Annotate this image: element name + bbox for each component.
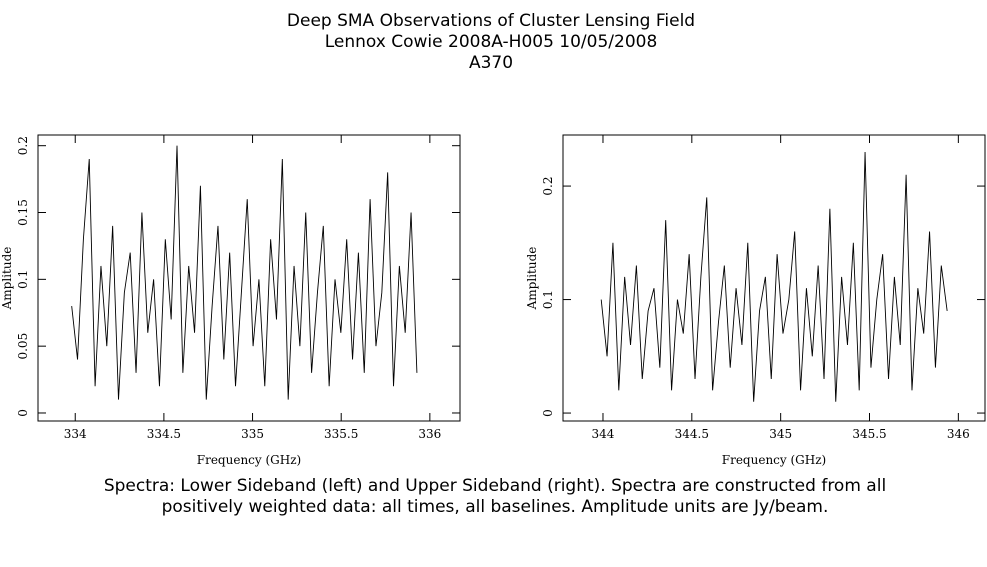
y-tick-label: 0.05 bbox=[16, 333, 30, 360]
x-axis-label: Frequency (GHz) bbox=[197, 453, 301, 467]
x-tick-label: 335.5 bbox=[324, 427, 358, 441]
y-tick-label: 0.2 bbox=[541, 177, 555, 196]
x-tick-label: 336 bbox=[418, 427, 441, 441]
y-tick-label: 0.2 bbox=[16, 136, 30, 155]
caption: Spectra: Lower Sideband (left) and Upper… bbox=[104, 476, 886, 496]
x-tick-label: 345 bbox=[769, 427, 792, 441]
y-tick-label: 0.1 bbox=[541, 290, 555, 309]
y-tick-label: 0 bbox=[16, 409, 30, 417]
plot-frame bbox=[562, 134, 986, 422]
x-tick-label: 335 bbox=[241, 427, 264, 441]
x-tick-label: 344 bbox=[592, 427, 615, 441]
caption: positively weighted data: all times, all… bbox=[162, 497, 829, 517]
spectrum-line bbox=[600, 152, 948, 402]
x-tick-label: 346 bbox=[947, 427, 970, 441]
y-tick-label: 0 bbox=[541, 409, 555, 417]
subtitle: Lennox Cowie 2008A-H005 10/05/2008 bbox=[325, 32, 658, 52]
x-tick-label: 344.5 bbox=[675, 427, 709, 441]
spectrum-line bbox=[71, 145, 418, 400]
y-tick-label: 0.15 bbox=[16, 199, 30, 226]
y-axis-label: Amplitude bbox=[525, 247, 539, 311]
x-tick-label: 334.5 bbox=[147, 427, 181, 441]
plot-frame bbox=[37, 134, 461, 422]
subtitle: A370 bbox=[469, 53, 513, 73]
x-tick-label: 334 bbox=[64, 427, 87, 441]
y-tick-label: 0.1 bbox=[16, 270, 30, 289]
y-axis-label: Amplitude bbox=[0, 247, 14, 311]
x-axis-label: Frequency (GHz) bbox=[722, 453, 826, 467]
title: Deep SMA Observations of Cluster Lensing… bbox=[287, 11, 695, 31]
x-tick-label: 345.5 bbox=[852, 427, 886, 441]
